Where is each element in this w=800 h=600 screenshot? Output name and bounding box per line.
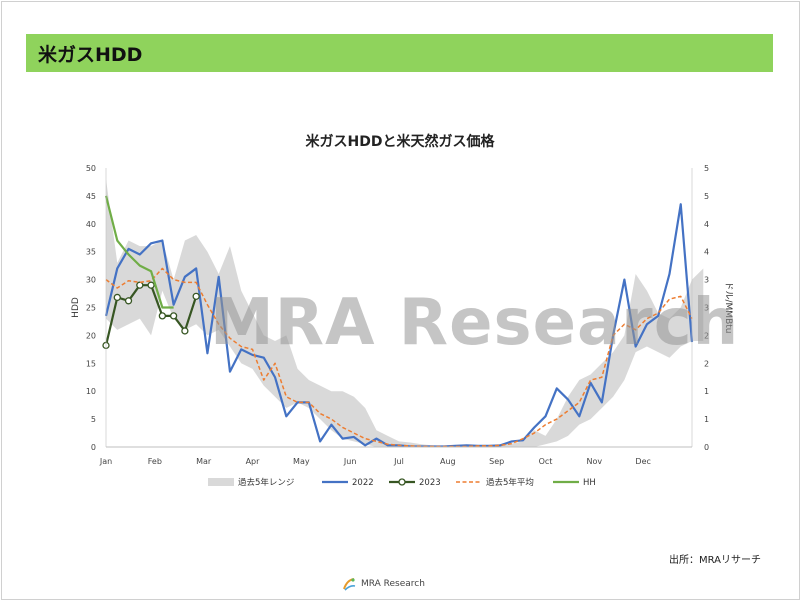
y-tick-label: 50	[86, 164, 96, 173]
x-tick-label: Feb	[148, 457, 162, 466]
y2-tick-label: 5	[704, 164, 709, 173]
x-tick-label: Jul	[393, 457, 404, 466]
y-tick-label: 40	[86, 220, 96, 229]
series-2023-point	[158, 312, 166, 320]
x-tick-label: Aug	[440, 457, 456, 466]
x-tick-label: Jun	[343, 457, 357, 466]
legend-label: 過去5年平均	[486, 477, 534, 488]
x-tick-label: Nov	[587, 457, 603, 466]
series-avg5-line	[105, 267, 693, 448]
y-tick-label: 5	[91, 415, 96, 424]
series-2023-point	[124, 297, 133, 305]
x-tick-label: May	[293, 457, 310, 466]
y2-tick-label: 1	[704, 415, 709, 424]
header-bar: 米ガスHDD	[26, 34, 773, 72]
legend-swatch-marker	[398, 478, 406, 486]
x-tick-label: Apr	[246, 457, 261, 466]
footer-logo-text: MRA Research	[361, 579, 425, 589]
y-tick-label: 15	[86, 359, 96, 368]
chart-title: 米ガスHDDと米天然ガス価格	[305, 134, 495, 150]
series-2023-point	[147, 281, 155, 289]
x-tick-label: Mar	[196, 457, 212, 466]
range-band	[106, 179, 704, 447]
series-2023-point	[136, 281, 144, 289]
source-note: 出所：MRAリサーチ	[669, 555, 762, 566]
x-tick-label: Jan	[99, 457, 112, 466]
y2-tick-label: 4	[704, 248, 709, 257]
y-tick-label: 25	[86, 304, 96, 313]
series-2023-point	[113, 293, 121, 302]
y2-tick-label: 2	[704, 359, 709, 368]
y-tick-label: 45	[86, 192, 96, 201]
legend-swatch-range	[208, 478, 234, 486]
legend-label: 2023	[419, 478, 441, 488]
x-tick-label: Oct	[539, 457, 553, 466]
x-tick-label: Sep	[489, 457, 504, 466]
legend-label: 2022	[352, 478, 374, 488]
series-2023-point	[192, 292, 200, 300]
y2-tick-label: 3	[704, 304, 709, 313]
y-tick-label: 0	[91, 443, 96, 452]
y2-tick-label: 2	[704, 331, 709, 340]
y-tick-label: 20	[86, 331, 96, 340]
header-title: 米ガスHDD	[38, 43, 143, 66]
y2-axis-title: ドル/MMBtu	[723, 282, 733, 334]
y2-tick-label: 0	[704, 443, 709, 452]
y2-tick-label: 5	[704, 192, 709, 201]
y2-tick-label: 3	[704, 276, 709, 285]
footer-logo: MRA Research	[341, 576, 425, 592]
series-2023-point	[169, 312, 178, 320]
x-tick-label: Dec	[635, 457, 650, 466]
y2-tick-label: 1	[704, 387, 709, 396]
series-2023-point	[181, 327, 189, 335]
legend-label: 過去5年レンジ	[238, 477, 294, 488]
y-tick-label: 30	[86, 276, 96, 285]
y-tick-label: 35	[86, 248, 96, 257]
y-tick-label: 10	[86, 387, 96, 396]
y-axis-title: HDD	[71, 297, 81, 318]
series-hh-line	[104, 195, 174, 309]
mra-logo-icon	[343, 578, 356, 591]
legend-label: HH	[583, 478, 596, 488]
y2-tick-label: 4	[704, 220, 709, 229]
